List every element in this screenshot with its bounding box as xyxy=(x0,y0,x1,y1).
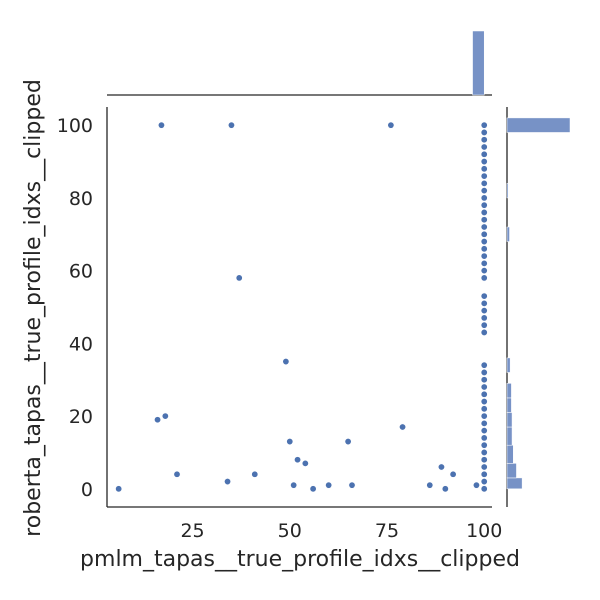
x-axis-label: pmlm_tapas__true_profile_idxs__clipped xyxy=(80,547,520,572)
scatter-point xyxy=(480,307,488,315)
right-histogram-bar xyxy=(506,357,511,373)
scatter-point xyxy=(294,456,302,464)
scatter-point xyxy=(480,292,488,300)
right-histogram-bar xyxy=(506,412,513,428)
scatter-point xyxy=(480,328,488,336)
x-tick-label: 50 xyxy=(278,520,302,542)
scatter-point xyxy=(480,238,488,246)
y-tick-label: 100 xyxy=(57,115,93,137)
scatter-point xyxy=(161,412,169,420)
scatter-point xyxy=(480,179,488,187)
scatter-point xyxy=(173,470,181,478)
scatter-point xyxy=(301,459,309,467)
scatter-point xyxy=(480,143,488,151)
y-tick-label: 80 xyxy=(69,188,93,210)
scatter-point xyxy=(286,438,294,446)
scatter-point xyxy=(480,383,488,391)
scatter-point xyxy=(480,368,488,376)
scatter-point xyxy=(480,412,488,420)
scatter-point xyxy=(480,441,488,449)
scatter-point xyxy=(480,165,488,173)
right-histogram-bar xyxy=(506,383,512,399)
scatter-point xyxy=(480,485,488,493)
scatter-point xyxy=(480,245,488,253)
scatter-point xyxy=(325,481,333,489)
right-histogram-bar xyxy=(506,117,571,133)
scatter-point xyxy=(480,274,488,282)
scatter-point xyxy=(480,434,488,442)
scatter-point xyxy=(449,470,457,478)
scatter-point xyxy=(480,390,488,398)
scatter-point xyxy=(251,470,259,478)
scatter-point xyxy=(480,448,488,456)
scatter-point xyxy=(480,259,488,267)
scatter-point xyxy=(480,456,488,464)
x-tick-label: 25 xyxy=(180,520,204,542)
scatter-point xyxy=(348,481,356,489)
scatter-point xyxy=(472,481,480,489)
right-histogram-bar xyxy=(506,183,509,199)
scatter-point xyxy=(480,252,488,260)
scatter-point xyxy=(426,481,434,489)
scatter-point xyxy=(235,274,243,282)
scatter-point xyxy=(290,481,298,489)
scatter-point xyxy=(344,438,352,446)
y-tick-label: 20 xyxy=(69,406,93,428)
scatter-point xyxy=(399,423,407,431)
right-histogram-bar xyxy=(506,226,510,242)
scatter-point xyxy=(480,470,488,478)
scatter-point xyxy=(115,485,123,493)
scatter-point xyxy=(480,216,488,224)
scatter-point xyxy=(480,267,488,275)
y-tick-label: 40 xyxy=(69,333,93,355)
y-axis-label: roberta_tapas__true_profile_idxs__clippe… xyxy=(21,79,46,537)
scatter-point xyxy=(480,201,488,209)
scatter-point xyxy=(480,158,488,166)
scatter-point xyxy=(480,419,488,427)
scatter-point xyxy=(480,321,488,329)
right-histogram-bar xyxy=(506,426,513,446)
scatter-point xyxy=(480,194,488,202)
scatter-point xyxy=(157,121,165,129)
scatter-point xyxy=(480,172,488,180)
scatter-point xyxy=(282,358,290,366)
right-histogram-bar xyxy=(506,463,517,479)
scatter-point xyxy=(224,478,232,486)
right-histogram-bar xyxy=(506,444,514,464)
scatter-point xyxy=(480,223,488,231)
scatter-point xyxy=(480,187,488,195)
scatter-point xyxy=(480,314,488,322)
right-histogram-bar xyxy=(506,477,523,490)
top-histogram-bar xyxy=(472,30,485,96)
scatter-point xyxy=(437,463,445,471)
scatter-point xyxy=(480,478,488,486)
scatter-point xyxy=(227,121,235,129)
scatter-point xyxy=(480,136,488,144)
scatter-point xyxy=(387,121,395,129)
scatter-point xyxy=(480,208,488,216)
x-tick-label: 100 xyxy=(466,520,502,542)
scatter-point xyxy=(480,398,488,406)
scatter-point xyxy=(441,485,449,493)
main-plot: 25 50 75 100 0 20 40 60 80 100 xyxy=(57,107,502,542)
scatter-point xyxy=(480,361,488,369)
scatter-point xyxy=(480,463,488,471)
y-tick-label: 0 xyxy=(81,479,93,501)
right-histogram-bar xyxy=(506,397,512,413)
x-tick-label: 75 xyxy=(375,520,399,542)
right-marginal-histogram xyxy=(506,107,571,507)
scatter-point xyxy=(154,416,162,424)
scatter-point xyxy=(480,121,488,129)
scatter-point xyxy=(480,405,488,413)
scatter-point xyxy=(309,485,317,493)
scatter-point xyxy=(480,150,488,158)
scatter-point xyxy=(480,427,488,435)
scatter-point xyxy=(480,128,488,136)
top-marginal-histogram xyxy=(107,30,492,96)
scatter-point xyxy=(480,376,488,384)
scatter-point xyxy=(480,299,488,307)
scatter-point xyxy=(480,230,488,238)
y-tick-label: 60 xyxy=(69,261,93,283)
